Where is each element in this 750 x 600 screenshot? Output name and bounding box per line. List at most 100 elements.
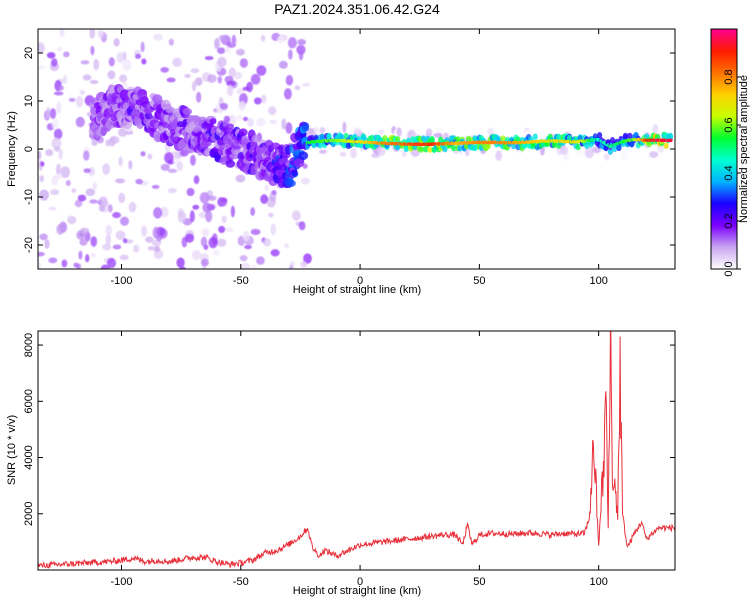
heatmap-cell xyxy=(106,257,117,269)
heatmap-cell xyxy=(224,47,231,53)
heatmap-cell xyxy=(298,49,304,61)
heatmap-cell xyxy=(118,127,128,137)
heatmap-cell xyxy=(89,79,99,85)
heatmap-cell xyxy=(287,49,293,60)
y-axis-ticks-bottom: 2000 4000 6000 8000 xyxy=(23,333,675,526)
heatmap-cell xyxy=(276,35,285,44)
figure-title: PAZ1.2024.351.06.42.G24 xyxy=(274,1,440,17)
colorbar-tick-label: 0.0 xyxy=(723,261,735,276)
heatmap-cell xyxy=(75,116,85,128)
heatmap-cell xyxy=(597,132,603,139)
heatmap-cell xyxy=(298,151,309,161)
heatmap-cell xyxy=(192,250,202,261)
heatmap-cell xyxy=(58,148,63,160)
colorbar-label: Normalized spectral amplitude xyxy=(738,75,750,223)
heatmap-cell xyxy=(217,75,223,84)
heatmap-cell xyxy=(487,127,494,135)
heatmap-cell xyxy=(167,187,177,194)
heatmap-cell xyxy=(236,88,244,95)
heatmap-cell xyxy=(298,221,306,231)
heatmap-cell xyxy=(90,45,95,56)
heatmap-cell xyxy=(93,58,100,71)
x-tick-label: 50 xyxy=(473,275,485,287)
heatmap-cell xyxy=(285,74,294,86)
heatmap-cell xyxy=(423,145,429,153)
heatmap-cell xyxy=(242,86,250,91)
y-tick-label: 10 xyxy=(23,95,35,107)
heatmap-cell xyxy=(65,179,71,187)
heatmap-cell xyxy=(160,163,170,171)
heatmap-cell xyxy=(233,71,243,80)
heatmap-cell xyxy=(190,68,200,74)
x-tick-label: 0 xyxy=(357,576,363,588)
heatmap-cell xyxy=(217,47,226,54)
heatmap-cell xyxy=(209,118,217,125)
y-tick-label: 8000 xyxy=(23,333,35,357)
heatmap-cell xyxy=(51,137,62,150)
heatmap-cell xyxy=(102,163,111,175)
heatmap-cell xyxy=(198,211,207,219)
heatmap-cell xyxy=(603,153,610,161)
heatmap-cell xyxy=(219,102,228,110)
heatmap-cell xyxy=(201,228,210,237)
heatmap-cell xyxy=(242,116,249,122)
y-axis-title-top: Frequency (Hz) xyxy=(6,111,18,187)
heatmap-cell xyxy=(256,256,265,265)
heatmap-cell xyxy=(120,216,129,226)
x-tick-label: -100 xyxy=(110,275,132,287)
heatmap-cell xyxy=(377,146,386,157)
heatmap-cell xyxy=(270,223,277,236)
heatmap-cell xyxy=(485,143,491,150)
heatmap-cell xyxy=(231,34,236,45)
heatmap-cell xyxy=(59,29,65,38)
heatmap-cell xyxy=(107,70,116,80)
heatmap-cell xyxy=(236,114,244,121)
heatmap-cell xyxy=(293,158,305,168)
heatmap-cell xyxy=(68,97,76,102)
heatmap-cell xyxy=(263,238,272,247)
heatmap-cell xyxy=(251,264,257,269)
heatmap-cell xyxy=(269,119,278,124)
heatmap-ridge xyxy=(88,83,674,189)
heatmap-cell xyxy=(195,91,202,103)
heatmap-cell xyxy=(264,184,270,192)
heatmap-cell xyxy=(284,243,289,249)
x-tick-label: -50 xyxy=(233,275,249,287)
heatmap-cell xyxy=(144,112,153,120)
heatmap-cell xyxy=(61,259,68,268)
heatmap-cell xyxy=(105,234,111,246)
heatmap-cell xyxy=(235,174,246,183)
heatmap-cell xyxy=(396,127,402,137)
heatmap-cell xyxy=(80,60,90,65)
heatmap-cell xyxy=(239,254,248,262)
colorbar-gradient xyxy=(710,28,738,270)
heatmap-cell xyxy=(118,192,126,204)
heatmap-cell xyxy=(191,81,197,92)
heatmap-cell xyxy=(249,140,258,149)
heatmap-cell xyxy=(165,106,175,113)
heatmap-cell xyxy=(556,133,562,141)
heatmap-cell xyxy=(109,136,120,144)
heatmap-cell xyxy=(500,135,506,142)
heatmap-cell xyxy=(353,127,362,136)
heatmap-cell xyxy=(427,146,433,153)
heatmap-cell xyxy=(250,228,261,236)
heatmap-cell xyxy=(151,184,160,189)
heatmap-cell xyxy=(74,199,83,208)
heatmap-cell xyxy=(204,56,214,61)
heatmap-cell xyxy=(193,175,200,185)
heatmap-cell xyxy=(38,42,45,54)
heatmap-cell xyxy=(105,224,112,236)
x-tick-label: -100 xyxy=(110,576,132,588)
heatmap-cell xyxy=(60,166,70,179)
heatmap-cell xyxy=(300,261,308,268)
heatmap-cell xyxy=(285,122,293,134)
x-tick-label: 50 xyxy=(473,576,485,588)
y-tick-label: -20 xyxy=(23,237,35,253)
heatmap-cell xyxy=(177,211,187,223)
heatmap-cell xyxy=(89,199,98,204)
heatmap-cell xyxy=(317,142,324,149)
heatmap-cell xyxy=(75,95,84,108)
